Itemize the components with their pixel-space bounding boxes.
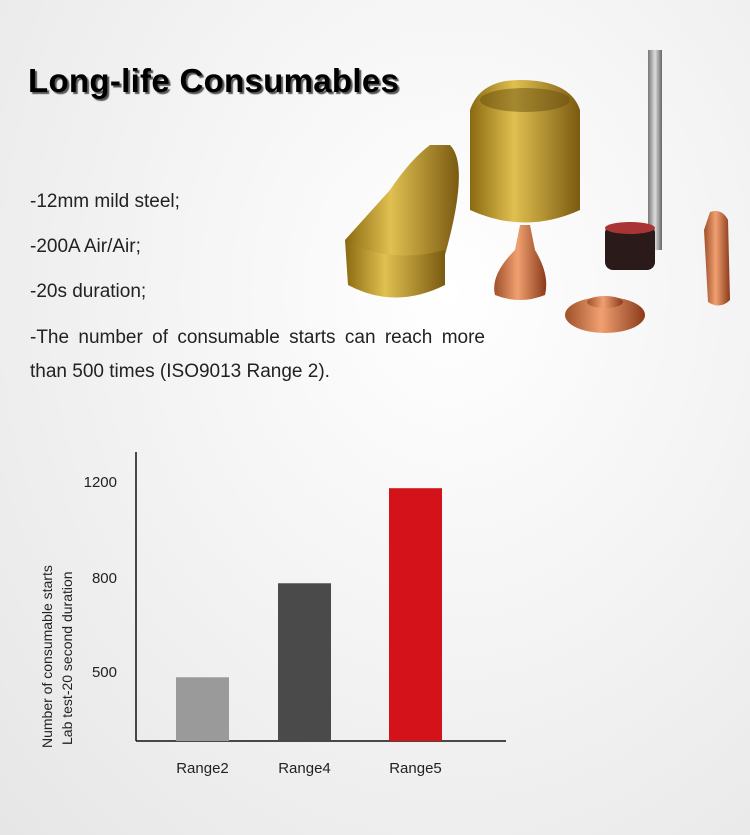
nozzle <box>494 225 547 300</box>
x-tick-label: Range5 <box>389 760 442 777</box>
spec-item: -The number of consumable starts can rea… <box>30 327 485 382</box>
shield-cap <box>345 145 459 298</box>
y-axis-label: Lab test-20 second duration <box>59 571 75 745</box>
y-axis-label: Number of consumable starts <box>39 565 55 748</box>
x-tick-label: Range4 <box>278 760 331 777</box>
retaining-cap <box>470 80 580 223</box>
bar-range4 <box>278 583 331 741</box>
spec-item: -200A Air/Air; <box>30 236 141 257</box>
y-tick-label: 500 <box>92 664 117 681</box>
shield <box>565 296 645 333</box>
consumables-photo <box>345 50 730 333</box>
y-tick-label: 800 <box>92 570 117 587</box>
page-title: Long-life Consumables <box>28 62 400 99</box>
spec-list: -12mm mild steel; -200A Air/Air; -20s du… <box>30 190 485 410</box>
electrode <box>704 211 730 306</box>
x-tick-label: Range2 <box>176 760 229 777</box>
y-tick-label: 1200 <box>84 474 117 491</box>
swirl-ring <box>605 222 655 270</box>
bar-range5 <box>389 488 442 741</box>
spec-item: -20s duration; <box>30 281 147 302</box>
spec-item: -12mm mild steel; <box>30 191 180 212</box>
bar-range2 <box>176 677 229 741</box>
electrode-rod <box>648 50 662 250</box>
